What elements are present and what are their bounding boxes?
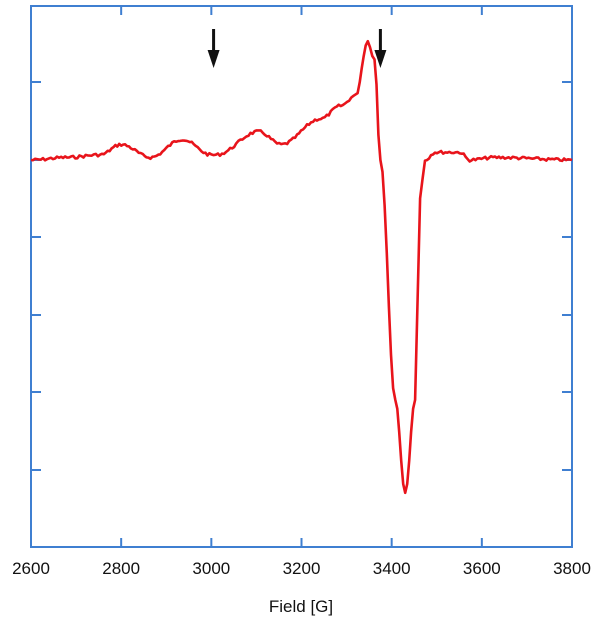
x-tick-label: 3200	[283, 559, 321, 578]
axis-ticks	[31, 6, 572, 547]
x-tick-label: 2800	[102, 559, 140, 578]
x-tick-label: 3000	[192, 559, 230, 578]
x-tick-label: 3600	[463, 559, 501, 578]
peak-arrows	[207, 29, 387, 68]
plot-frame	[30, 5, 573, 548]
x-axis-title: Field [G]	[269, 597, 333, 616]
x-tick-label: 3800	[553, 559, 591, 578]
arrow-down-icon	[207, 29, 220, 68]
x-tick-label: 2600	[12, 559, 50, 578]
arrow-down-icon	[374, 29, 387, 68]
spectrum-line	[30, 39, 573, 495]
x-tick-label: 3400	[373, 559, 411, 578]
x-tick-labels: 2600 2800 3000 3200 3400 3600 3800	[12, 559, 591, 578]
